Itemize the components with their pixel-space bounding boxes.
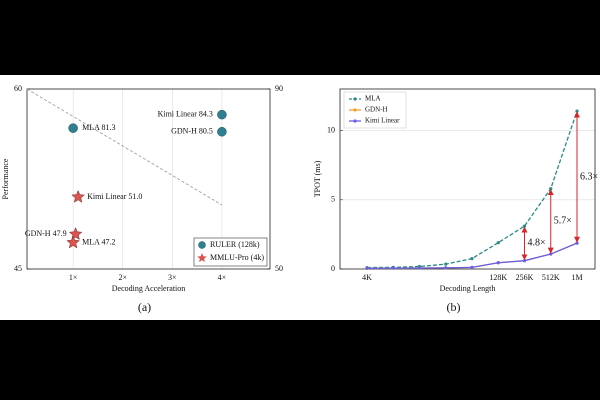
y-tick-label: 60 [14, 84, 22, 93]
point [444, 262, 448, 266]
caption: (a) [138, 300, 151, 314]
legend-label: MLA [365, 95, 381, 103]
circle-marker [217, 109, 227, 120]
legend-label: GDN-H [365, 106, 388, 114]
x-tick-label: 256K [516, 273, 534, 282]
y-tick-label: 45 [14, 264, 22, 273]
legend-box [193, 237, 268, 267]
point [496, 261, 500, 265]
star-marker [71, 189, 85, 203]
circle-marker [217, 127, 227, 137]
circle-marker [68, 123, 78, 133]
point-label: GDN-H 47.9 [25, 229, 67, 238]
point [444, 266, 448, 270]
star-marker [68, 227, 83, 241]
point-label: GDN-H 80.5 [171, 127, 213, 136]
legend-marker [198, 241, 206, 249]
y-tick-label: 5 [331, 195, 335, 204]
point-label: Kimi Linear 51.0 [87, 192, 142, 201]
x-tick-label: 512K [542, 273, 560, 282]
point-label: Kimi Linear 84.3 [158, 109, 213, 118]
legend-label: RULER (128k) [210, 240, 260, 249]
legend-marker [197, 253, 207, 262]
x-tick-label: 4× [218, 273, 227, 282]
x-axis-label: Decoding Length [440, 284, 496, 293]
point [365, 266, 369, 270]
star-marker [66, 235, 80, 249]
x-axis-label: Decoding Acceleration [112, 284, 186, 293]
point [496, 241, 500, 245]
point [417, 266, 422, 270]
legend-label: MMLU-Pro (4k) [210, 253, 264, 262]
y-tick-label: 0 [331, 264, 335, 273]
ratio-label: 5.7× [554, 216, 572, 227]
legend-marker [353, 108, 357, 112]
x-tick-label: 1× [69, 273, 78, 282]
x-tick-label: 3× [168, 273, 177, 282]
point [470, 257, 474, 261]
x-tick-label: 4K [362, 273, 372, 282]
ratio-label: 4.8× [528, 238, 546, 249]
y2-tick-label: 50 [275, 264, 283, 273]
point [391, 266, 395, 270]
y2-tick-label: 90 [275, 84, 283, 93]
point-label: MLA 81.3 [82, 123, 115, 132]
point-label: MLA 47.2 [82, 237, 115, 246]
y-axis-label: TPOT (ms) [313, 160, 322, 197]
background [0, 75, 600, 320]
y-axis-label: Performance [1, 158, 10, 199]
plot-frame [26, 88, 271, 270]
x-tick-label: 1M [571, 273, 582, 282]
trend-line [26, 88, 223, 206]
plot-frame [339, 88, 596, 270]
ratio-label: 6.3× [580, 171, 598, 182]
x-tick-label: 2× [118, 273, 127, 282]
caption: (b) [447, 300, 461, 314]
legend-marker [353, 97, 357, 101]
x-tick-label: 128K [489, 273, 507, 282]
point [470, 265, 474, 269]
legend-marker [353, 119, 357, 123]
y-tick-label: 10 [327, 125, 335, 134]
legend-label: Kimi Linear [365, 117, 400, 125]
